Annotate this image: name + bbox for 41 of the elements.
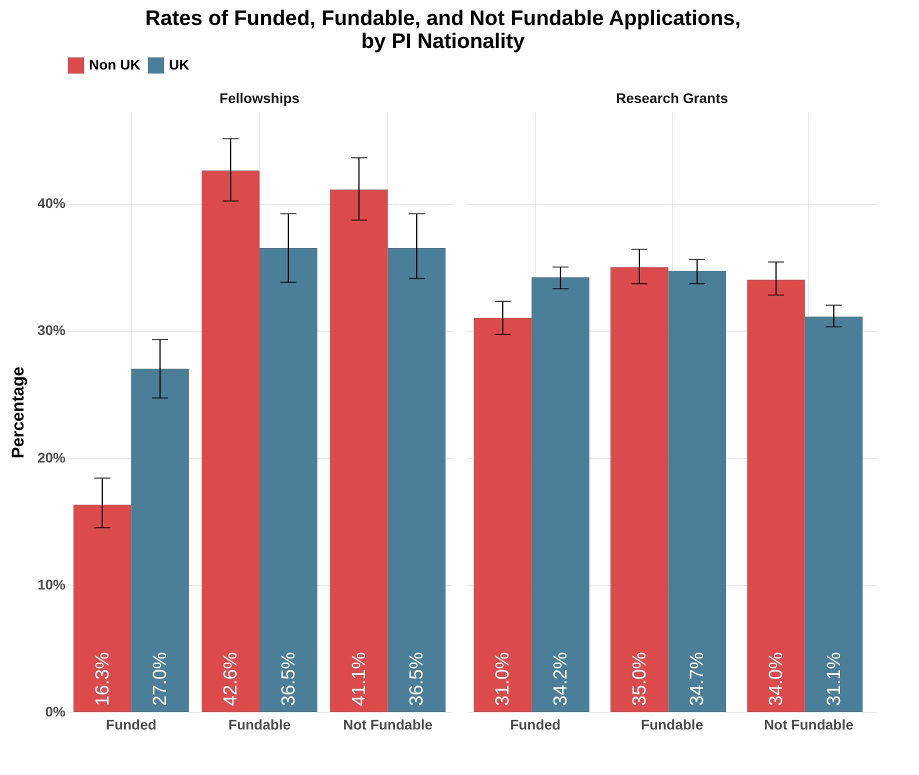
bar bbox=[532, 277, 590, 712]
y-tick-label: 40% bbox=[37, 195, 66, 212]
data-label: 31.0% bbox=[492, 652, 514, 706]
y-tick-label: 10% bbox=[37, 576, 66, 592]
x-tick-label: Funded bbox=[510, 716, 561, 732]
x-tick-label: Not Fundable bbox=[764, 716, 854, 732]
data-label: 34.2% bbox=[550, 652, 572, 706]
data-label: 31.1% bbox=[824, 652, 845, 706]
data-label: 35.0% bbox=[629, 652, 650, 706]
x-tick-label: Not Fundable bbox=[343, 716, 433, 732]
bar bbox=[747, 280, 805, 712]
chart-subtitle: Fellowships bbox=[219, 90, 300, 106]
bar bbox=[474, 318, 532, 712]
y-tick-label: 30% bbox=[37, 322, 66, 338]
data-label: 16.3% bbox=[92, 652, 114, 706]
data-label: 42.6% bbox=[220, 652, 242, 706]
bar bbox=[73, 504, 132, 712]
bar bbox=[388, 248, 446, 712]
x-tick-label: Funded bbox=[106, 716, 156, 732]
y-tick-label: 20% bbox=[37, 449, 66, 466]
legend-label: UK bbox=[169, 56, 190, 72]
bar bbox=[260, 248, 318, 712]
bar bbox=[202, 170, 260, 712]
data-label: 34.0% bbox=[766, 652, 788, 706]
chart-subtitle: Research Grants bbox=[616, 90, 728, 106]
bar bbox=[610, 267, 668, 712]
y-axis-title: Percentage bbox=[8, 366, 28, 458]
bar bbox=[131, 368, 189, 712]
y-tick-label: 0% bbox=[45, 704, 66, 720]
data-label: 41.1% bbox=[348, 652, 370, 706]
x-tick-label: Fundable bbox=[640, 716, 704, 732]
bar bbox=[804, 316, 863, 712]
legend-label: Non UK bbox=[89, 56, 140, 72]
data-label: 27.0% bbox=[150, 652, 172, 706]
bar bbox=[330, 190, 388, 712]
data-label: 36.5% bbox=[278, 652, 300, 706]
data-label: 34.7% bbox=[687, 652, 708, 706]
bar bbox=[668, 270, 726, 712]
data-label: 36.5% bbox=[406, 652, 428, 706]
x-tick-label: Fundable bbox=[228, 716, 291, 732]
chart-title: Rates of Funded, Fundable, and Not Fundable Applications, by PI Nationality bbox=[145, 7, 741, 53]
